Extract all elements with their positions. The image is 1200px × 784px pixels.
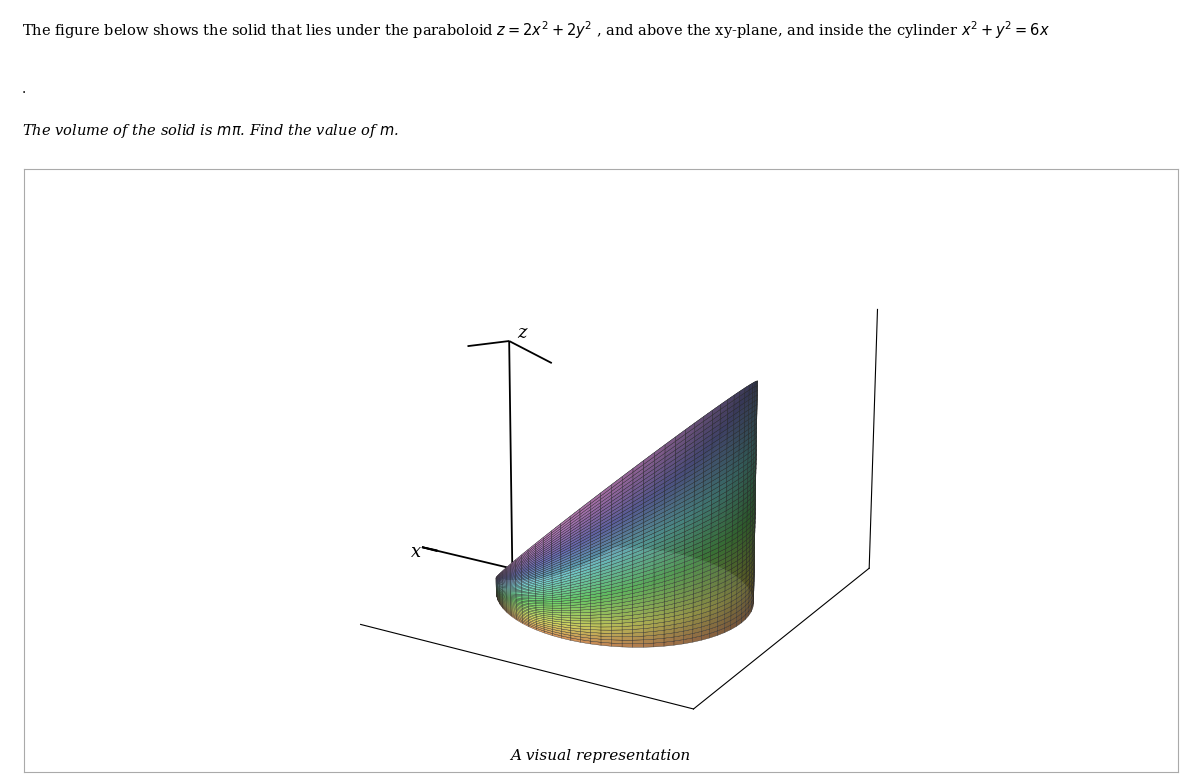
Text: The figure below shows the solid that lies under the paraboloid $z = 2x^2 + 2y^2: The figure below shows the solid that li… xyxy=(22,20,1050,42)
Text: The volume of the solid is $m\pi$. Find the value of $m$.: The volume of the solid is $m\pi$. Find … xyxy=(22,122,398,140)
Text: .: . xyxy=(22,82,26,96)
Text: A visual representation: A visual representation xyxy=(510,750,690,764)
